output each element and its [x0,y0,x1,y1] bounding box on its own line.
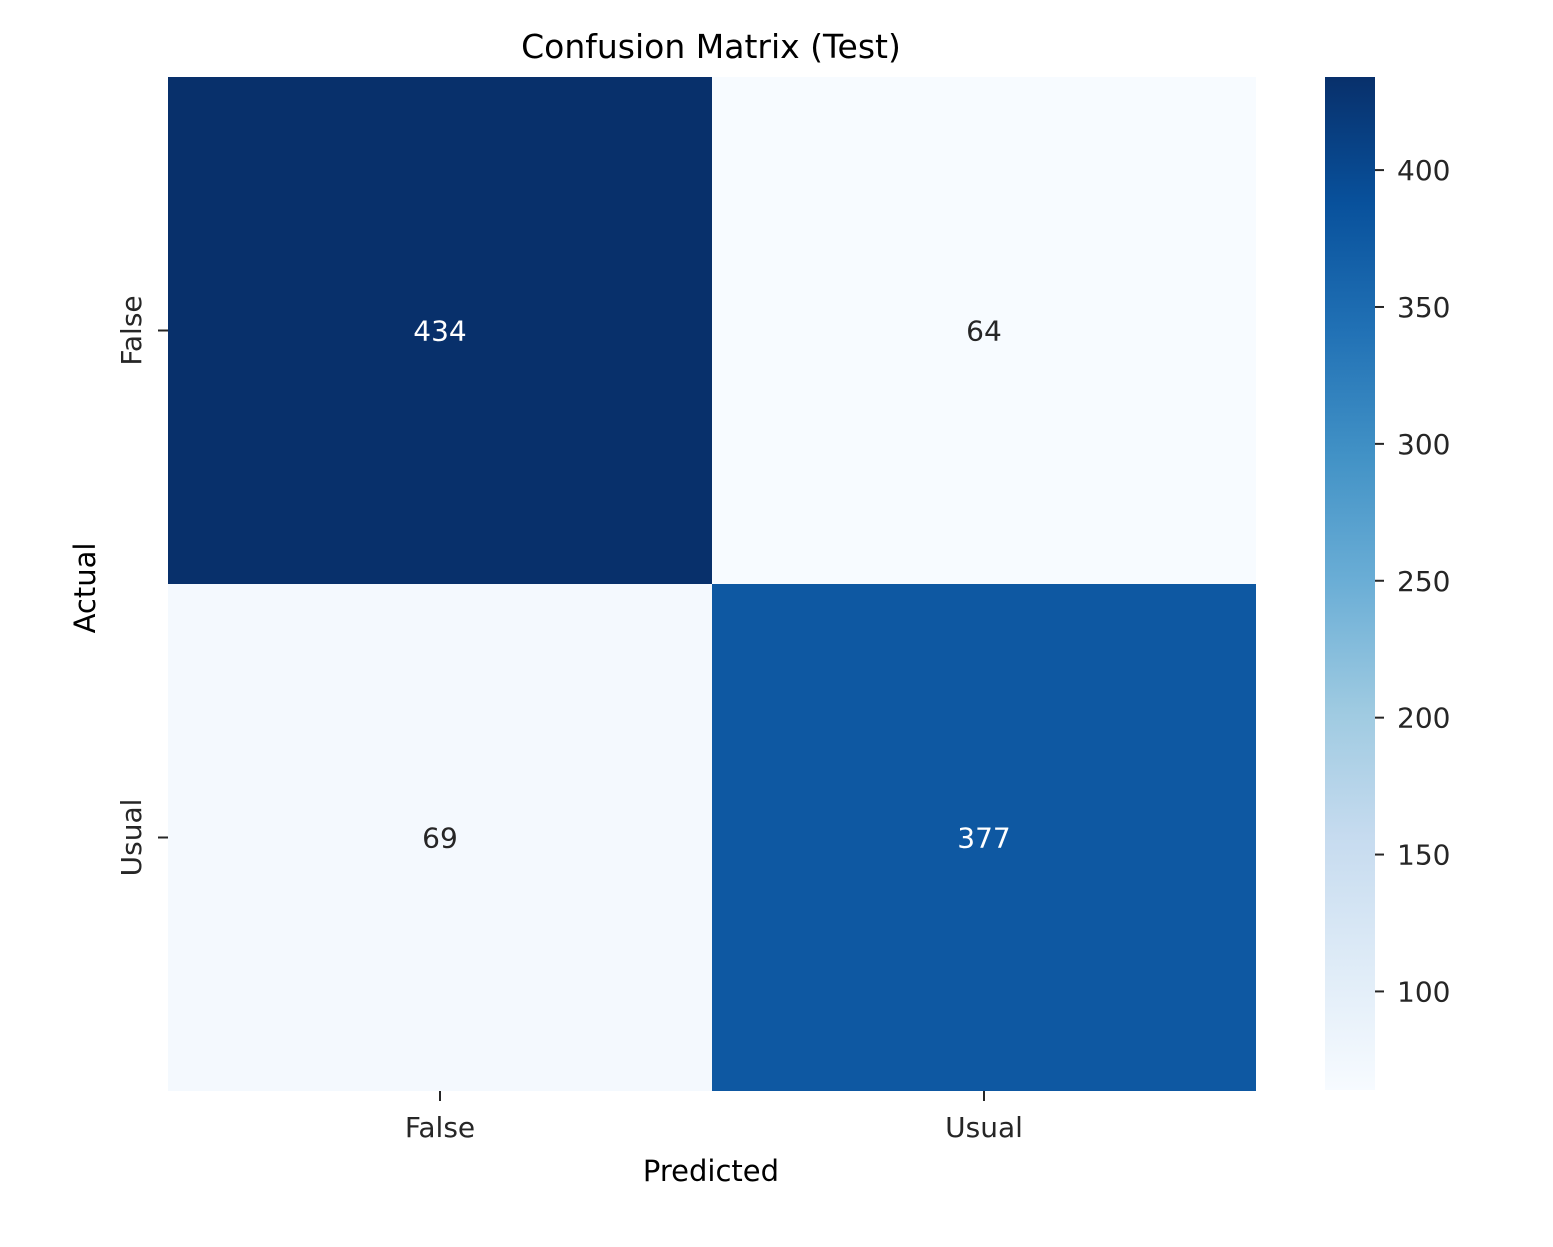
heatmap-cell [168,77,712,584]
colorbar-tick-label: 200 [1397,702,1450,735]
cell-value-label: 69 [422,822,458,855]
colorbar [1325,77,1375,1090]
x-tick-label: False [405,1111,475,1144]
colorbar-tick-label: 300 [1397,428,1450,461]
colorbar-tick-label: 350 [1397,291,1450,324]
y-tick-label: Usual [115,799,148,877]
x-axis-ticks: False Usual [405,1091,1023,1144]
colorbar-tick-label: 400 [1397,154,1450,187]
cell-value-label: 434 [413,315,466,348]
heatmap-cell-labels: 434 64 69 377 [413,315,1010,855]
colorbar-ticks: 100 150 200 250 300 350 400 [1375,154,1450,1008]
cell-value-label: 64 [966,315,1002,348]
colorbar-tick-label: 150 [1397,839,1450,872]
heatmap-cell [168,584,712,1091]
y-axis-ticks: False Usual [115,295,168,876]
heatmap-cell [712,584,1256,1091]
cell-value-label: 377 [957,822,1010,855]
y-tick-label: False [115,295,148,365]
chart-title: Confusion Matrix (Test) [521,27,901,66]
x-tick-label: Usual [945,1111,1023,1144]
x-axis-label: Predicted [643,1154,779,1188]
heatmap-cells [168,77,1256,1091]
colorbar-tick-label: 100 [1397,975,1450,1008]
y-axis-label: Actual [68,543,102,634]
colorbar-tick-label: 250 [1397,565,1450,598]
heatmap-cell [712,77,1256,584]
